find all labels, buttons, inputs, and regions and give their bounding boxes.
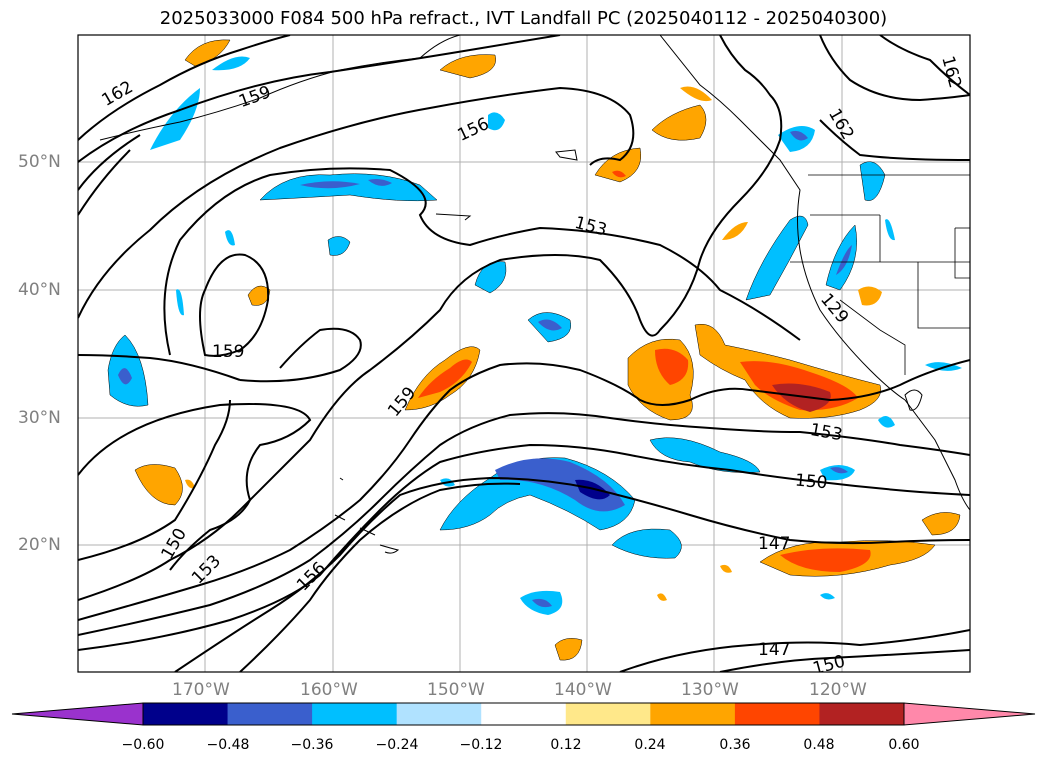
colorbar-tick-label: −0.24 <box>375 737 419 753</box>
colorbar-tick-label: 0.60 <box>888 737 920 753</box>
colorbar-cell <box>481 703 567 725</box>
lon-label-150w: 150°W <box>427 680 485 700</box>
colorbar-cell <box>312 703 398 725</box>
colorbar-cell <box>565 703 651 725</box>
colorbar-tick-label: −0.48 <box>206 737 250 753</box>
colorbar-cell <box>227 703 313 725</box>
contour-label: 147 <box>758 534 790 554</box>
lon-label-120w: 120°W <box>809 680 867 700</box>
lat-label-30n: 30°N <box>18 408 61 428</box>
lat-label-40n: 40°N <box>18 280 61 300</box>
lon-label-130w: 130°W <box>681 680 739 700</box>
positive-ivt-shading <box>134 39 961 661</box>
colorbar-tick-label: −0.60 <box>121 737 165 753</box>
colorbar-extend-high <box>904 703 1035 725</box>
colorbar-cell <box>819 703 905 725</box>
colorbar-cell <box>734 703 820 725</box>
colorbar-cell <box>396 703 482 725</box>
colorbar-tick-label: 0.48 <box>803 737 835 753</box>
colorbar-tick-label: 0.12 <box>550 737 582 753</box>
lat-label-50n: 50°N <box>18 152 61 172</box>
colorbar-cell <box>143 703 229 725</box>
colorbar-tick-label: −0.36 <box>290 737 334 753</box>
colorbar-cell <box>650 703 736 725</box>
colorbar-tick-label: 0.24 <box>634 737 666 753</box>
contour-label: 150 <box>811 651 848 679</box>
colorbar-tick-label: −0.12 <box>459 737 503 753</box>
lon-label-170w: 170°W <box>172 680 230 700</box>
height-contours <box>78 35 970 672</box>
colorbar-tick-label: 0.36 <box>719 737 751 753</box>
map-title: 2025033000 F084 500 hPa refract., IVT La… <box>159 8 888 29</box>
map-panel: 162 159 156 153 162 162 159 159 129 153 … <box>77 34 971 679</box>
contour-label: 147 <box>758 640 790 660</box>
negative-ivt-shading <box>107 56 962 615</box>
colorbar-extend-low <box>12 703 143 725</box>
lat-label-20n: 20°N <box>18 535 61 555</box>
political-borders <box>790 174 970 375</box>
contour-label: 159 <box>212 342 244 362</box>
lon-label-160w: 160°W <box>300 680 358 700</box>
contour-label: 150 <box>794 471 828 494</box>
plot-frame <box>77 34 971 673</box>
lon-label-140w: 140°W <box>554 680 612 700</box>
